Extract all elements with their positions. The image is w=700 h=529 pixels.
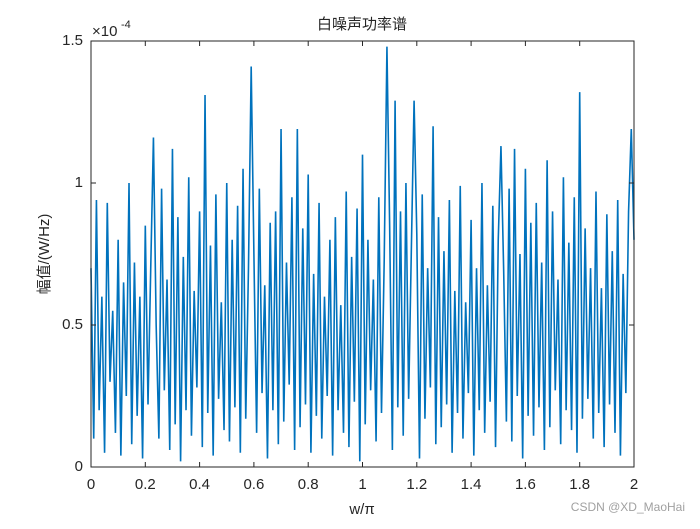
x-tick-label: 1.8 — [569, 476, 590, 493]
x-tick-label: 0.2 — [135, 476, 156, 493]
chart-title: 白噪声功率谱 — [317, 15, 407, 33]
data-line — [90, 46, 635, 462]
x-tick-label: 1.2 — [406, 476, 427, 493]
x-tick-label: 1.6 — [515, 476, 536, 493]
x-tick-label: 0.4 — [189, 476, 210, 493]
x-tick-label: 0 — [87, 476, 95, 493]
y-tick-label: 0.5 — [62, 316, 83, 333]
x-tick-label: 0.6 — [243, 476, 264, 493]
x-tick-label: 0.8 — [298, 476, 319, 493]
y-multiplier: ×10 — [92, 23, 117, 40]
y-tick-label: 1 — [75, 174, 83, 191]
x-tick-label: 1 — [358, 476, 366, 493]
y-tick-label: 1.5 — [62, 32, 83, 49]
y-tick-label: 0 — [75, 458, 83, 475]
x-tick-label: 1.4 — [461, 476, 482, 493]
y-multiplier-exponent: -4 — [121, 19, 131, 31]
x-axis-label: w/π — [348, 501, 374, 518]
x-tick-label: 2 — [630, 476, 638, 493]
y-axis-label: 幅值/(W/Hz) — [36, 214, 53, 295]
watermark: CSDN @XD_MaoHai — [571, 500, 685, 514]
